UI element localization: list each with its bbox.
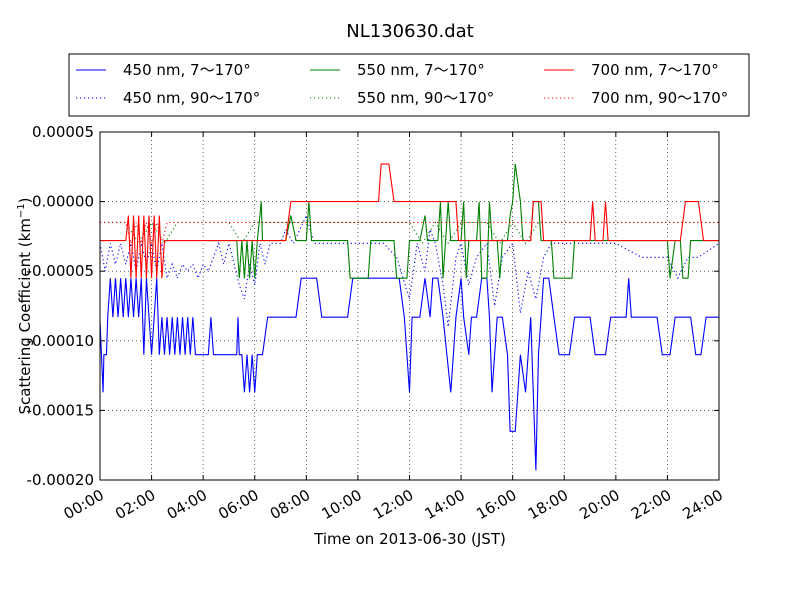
legend-label: 700 nm, 90～170° bbox=[591, 89, 728, 107]
x-tick-label: 00:00 bbox=[61, 486, 107, 523]
x-tick-label: 08:00 bbox=[267, 486, 313, 523]
x-tick-label: 22:00 bbox=[628, 486, 674, 523]
x-tick-label: 14:00 bbox=[422, 486, 468, 523]
x-tick-label: 02:00 bbox=[112, 486, 158, 523]
x-tick-label: 10:00 bbox=[318, 486, 364, 523]
y-axis-label: Scattering Coefficient (km−1) bbox=[16, 197, 34, 414]
x-tick-label: 12:00 bbox=[370, 486, 416, 523]
y-tick-label: 0.00005 bbox=[32, 123, 94, 141]
legend-label: 450 nm, 90～170° bbox=[123, 89, 260, 107]
plot-background bbox=[100, 132, 719, 480]
y-axis-ticks: 0.00005 0.00000 -0.00005 -0.00010 -0.00015 -0… bbox=[27, 123, 719, 489]
y-tick-label: -0.00010 bbox=[27, 332, 94, 350]
x-tick-label: 24:00 bbox=[680, 486, 726, 523]
y-tick-label: -0.00020 bbox=[27, 471, 94, 489]
x-tick-label: 16:00 bbox=[473, 486, 519, 523]
series-group bbox=[99, 163, 720, 471]
y-tick-label: -0.00015 bbox=[27, 401, 94, 419]
y-tick-label: -0.00005 bbox=[27, 262, 94, 280]
y-axis-label-close: ) bbox=[16, 197, 34, 203]
legend-label: 550 nm, 90～170° bbox=[357, 89, 494, 107]
legend-label: 700 nm, 7～170° bbox=[591, 61, 719, 79]
plot-area bbox=[100, 132, 719, 480]
legend: 450 nm, 7～170° 450 nm, 90～170° 550 nm, 7～1… bbox=[68, 53, 750, 117]
y-axis-label-main: Scattering Coefficient (km bbox=[16, 218, 34, 414]
x-axis-label: Time on 2013-06-30 (JST) bbox=[313, 530, 506, 548]
x-tick-label: 04:00 bbox=[164, 486, 210, 523]
legend-box bbox=[68, 53, 750, 117]
series-line-1 bbox=[99, 277, 719, 471]
y-tick-label: 0.00000 bbox=[32, 193, 94, 211]
legend-label: 450 nm, 7～170° bbox=[123, 61, 251, 79]
x-tick-label: 06:00 bbox=[215, 486, 261, 523]
y-axis-label-superscript: −1 bbox=[16, 203, 27, 218]
x-tick-label: 18:00 bbox=[525, 486, 571, 523]
series-line-5 bbox=[100, 163, 719, 279]
chart-title: NL130630.dat bbox=[346, 21, 473, 42]
legend-label: 550 nm, 7～170° bbox=[357, 61, 485, 79]
x-tick-label: 20:00 bbox=[576, 486, 622, 523]
